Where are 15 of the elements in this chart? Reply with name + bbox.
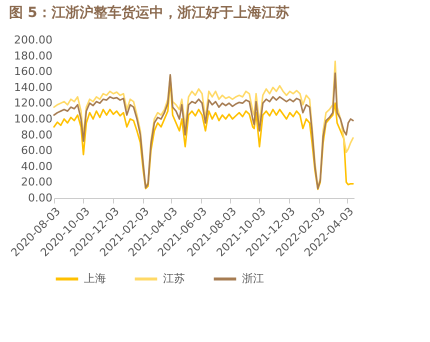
y-tick-label: 40.00 <box>21 160 52 173</box>
y-tick-label: 100.00 <box>14 112 52 126</box>
legend-label: 浙江 <box>242 272 264 285</box>
y-tick-label: 180.00 <box>14 49 52 62</box>
chart-title: 图 5：江浙沪整车货运中，浙江好于上海江苏 <box>8 4 290 21</box>
y-tick-label: 20.00 <box>21 176 52 189</box>
y-tick-label: 200.00 <box>14 34 52 46</box>
legend-label: 上海 <box>84 272 106 285</box>
y-tick-label: 60.00 <box>21 144 52 158</box>
y-tick-label: 140.00 <box>14 80 52 94</box>
y-tick-label: 160.00 <box>14 65 52 78</box>
y-tick-label: 80.00 <box>21 128 52 142</box>
legend-label: 江苏 <box>163 272 185 285</box>
y-tick-label: 120.00 <box>14 96 52 110</box>
y-tick-label: 0.00 <box>28 192 52 204</box>
